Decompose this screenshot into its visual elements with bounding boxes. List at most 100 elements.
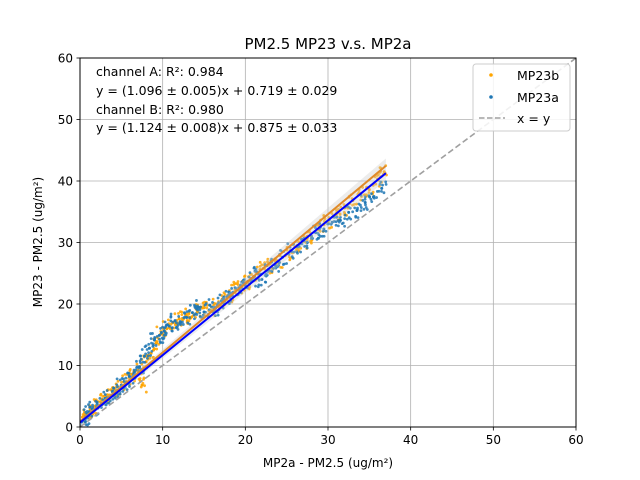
point-mp23b: [338, 213, 342, 216]
point-mp23b: [99, 392, 103, 396]
point-mp23a: [150, 341, 153, 345]
point-mp23a: [169, 314, 173, 318]
point-mp23a: [377, 189, 381, 193]
point-mp23a: [157, 333, 161, 337]
point-mp23a: [105, 389, 109, 392]
point-mp23a: [188, 303, 192, 307]
point-mp23a: [147, 346, 151, 350]
point-mp23a: [218, 293, 222, 297]
point-mp23a: [349, 217, 353, 221]
point-mp23b: [180, 313, 184, 317]
point-mp23a: [178, 321, 182, 325]
point-mp23b: [166, 318, 170, 322]
point-mp23a: [279, 248, 282, 252]
point-mp23b: [139, 385, 143, 389]
point-mp23a: [192, 313, 196, 317]
point-mp23a: [370, 200, 374, 204]
chart-title: PM2.5 MP23 v.s. MP2a: [244, 35, 411, 53]
point-mp23a: [128, 385, 131, 388]
point-mp23a: [147, 351, 150, 355]
point-mp23a: [116, 385, 119, 389]
legend: MP23b MP23a x = y: [472, 63, 571, 132]
point-mp23a: [282, 262, 286, 266]
point-mp23a: [167, 324, 171, 328]
point-mp23b: [144, 390, 148, 394]
point-mp23a: [327, 222, 331, 226]
point-mp23a: [378, 182, 382, 186]
point-mp23a: [139, 357, 143, 361]
point-mp23a: [339, 215, 342, 219]
point-mp23a: [334, 223, 338, 227]
point-mp23a: [343, 213, 347, 217]
point-mp23b: [357, 190, 361, 194]
point-mp23a: [143, 345, 147, 349]
y-axis-label: MP23 - PM2.5 (ug/m²): [31, 177, 45, 307]
point-mp23a: [375, 196, 378, 199]
point-mp23a: [151, 344, 155, 348]
point-mp23b: [367, 188, 371, 192]
point-mp23b: [152, 355, 155, 359]
point-mp23a: [182, 316, 186, 320]
point-mp23a: [311, 237, 315, 240]
point-mp23b: [232, 283, 236, 287]
point-mp23a: [158, 340, 162, 344]
point-mp23a: [224, 289, 228, 293]
point-mp23a: [198, 315, 202, 318]
point-mp23a: [131, 381, 135, 385]
point-mp23a: [356, 208, 359, 211]
point-mp23a: [90, 414, 94, 418]
point-mp23a: [299, 250, 302, 254]
point-mp23a: [115, 383, 119, 387]
point-mp23a: [292, 250, 296, 254]
point-mp23a: [354, 214, 358, 218]
point-mp23b: [280, 266, 284, 269]
point-mp23b: [355, 202, 358, 206]
point-mp23a: [188, 316, 192, 320]
point-mp23b: [109, 388, 112, 392]
point-mp23a: [316, 236, 320, 240]
fit-line-channel-a: [79, 172, 387, 424]
point-mp23a: [290, 255, 294, 259]
point-mp23b: [106, 393, 109, 396]
point-mp23b: [230, 283, 233, 287]
point-mp23a: [271, 267, 275, 270]
point-mp23a: [216, 296, 220, 300]
point-mp23a: [370, 192, 373, 196]
point-mp23a: [379, 180, 383, 184]
point-mp23b: [116, 379, 120, 383]
point-mp23a: [314, 226, 317, 230]
point-mp23a: [256, 285, 260, 289]
point-mp23a: [149, 337, 153, 341]
point-mp23b: [155, 325, 159, 329]
point-mp23a: [270, 269, 274, 273]
point-mp23a: [118, 378, 122, 382]
point-mp23b: [236, 282, 240, 286]
point-mp23a: [108, 399, 112, 403]
point-mp23a: [134, 368, 138, 372]
point-mp23a: [277, 263, 281, 267]
point-mp23a: [147, 342, 151, 346]
point-mp23a: [171, 320, 175, 324]
point-mp23a: [158, 337, 161, 341]
point-mp23b: [297, 240, 301, 244]
point-mp23a: [144, 352, 148, 356]
point-mp23a: [145, 348, 149, 351]
point-mp23b: [180, 310, 184, 314]
point-mp23b: [185, 318, 189, 322]
point-mp23b: [351, 203, 354, 207]
point-mp23a: [343, 217, 347, 221]
point-mp23b: [123, 372, 127, 376]
point-mp23a: [254, 268, 258, 271]
point-mp23a: [152, 338, 156, 342]
point-mp23a: [363, 201, 367, 205]
annotation-channel-a-r2: channel A: R²: 0.984: [96, 64, 224, 79]
point-mp23a: [193, 306, 197, 310]
point-mp23a: [112, 386, 116, 390]
point-mp23a: [369, 197, 373, 201]
point-mp23a: [98, 397, 102, 400]
legend-box: [472, 63, 571, 132]
point-mp23a: [195, 304, 199, 308]
x-tick-label: 60: [568, 433, 583, 447]
legend-label-mp23a: MP23a: [517, 90, 559, 105]
point-mp23b: [318, 229, 322, 233]
